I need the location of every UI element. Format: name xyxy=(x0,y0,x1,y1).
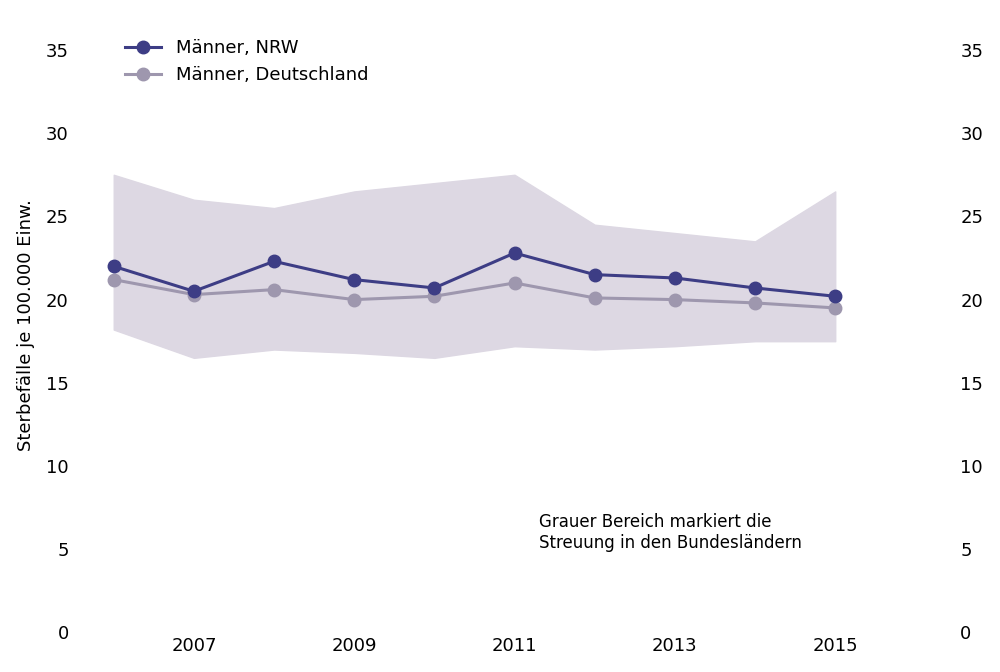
Männer, NRW xyxy=(829,292,841,300)
Männer, NRW xyxy=(348,276,360,284)
Line: Männer, NRW: Männer, NRW xyxy=(107,247,841,302)
Männer, Deutschland xyxy=(509,279,521,287)
Männer, Deutschland xyxy=(589,294,601,302)
Y-axis label: Sterbefälle je 100.000 Einw.: Sterbefälle je 100.000 Einw. xyxy=(17,199,35,450)
Männer, Deutschland xyxy=(268,286,280,294)
Männer, NRW xyxy=(268,257,280,265)
Männer, NRW xyxy=(108,262,120,270)
Text: Grauer Bereich markiert die
Streuung in den Bundesländern: Grauer Bereich markiert die Streuung in … xyxy=(539,513,801,552)
Männer, NRW xyxy=(669,274,681,282)
Männer, Deutschland xyxy=(188,290,200,298)
Männer, NRW xyxy=(188,287,200,295)
Männer, NRW xyxy=(589,271,601,279)
Männer, Deutschland xyxy=(108,276,120,284)
Line: Männer, Deutschland: Männer, Deutschland xyxy=(107,274,841,314)
Männer, NRW xyxy=(428,284,440,292)
Männer, Deutschland xyxy=(829,304,841,312)
Männer, NRW xyxy=(749,284,761,292)
Männer, Deutschland xyxy=(669,296,681,304)
Legend: Männer, NRW, Männer, Deutschland: Männer, NRW, Männer, Deutschland xyxy=(118,32,375,91)
Männer, Deutschland xyxy=(348,296,360,304)
Männer, Deutschland xyxy=(428,292,440,300)
Männer, NRW xyxy=(509,249,521,257)
Männer, Deutschland xyxy=(749,299,761,307)
